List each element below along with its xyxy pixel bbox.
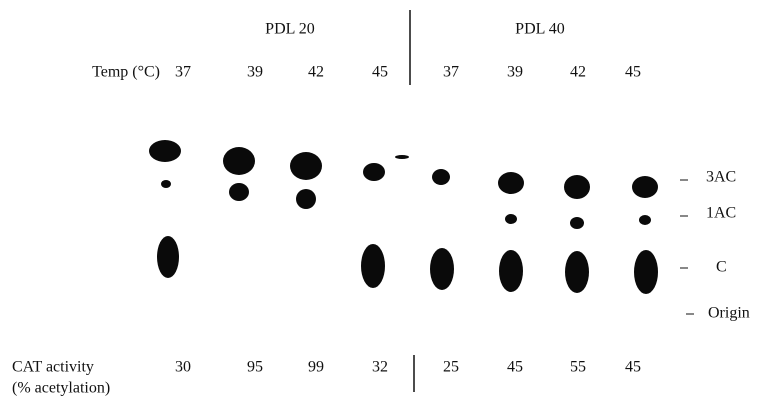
group-label: PDL 20 (265, 21, 315, 38)
spot (223, 147, 255, 175)
cat-value: 55 (570, 359, 586, 376)
spot (498, 172, 524, 194)
spot (395, 155, 409, 159)
spot (639, 215, 651, 225)
cat-sublabel: (% acetylation) (12, 380, 110, 397)
spot (229, 183, 249, 201)
cat-value: 45 (507, 359, 523, 376)
temp: 42 (308, 64, 324, 81)
spot (296, 189, 316, 209)
temp: 45 (625, 64, 641, 81)
group-label: PDL 40 (515, 21, 565, 38)
spot (430, 248, 454, 290)
cat-label: CAT activity (12, 359, 94, 376)
spot (361, 244, 385, 288)
spot (363, 163, 385, 181)
spot (432, 169, 450, 185)
cat-value: 30 (175, 359, 191, 376)
temp: 39 (507, 64, 523, 81)
spot (161, 180, 171, 188)
figure: PDL 20 PDL 40 Temp (°C) CAT activity (% … (0, 0, 768, 402)
cat-value: 95 (247, 359, 263, 376)
cat-value: 32 (372, 359, 388, 376)
spot (149, 140, 181, 162)
temp: 45 (372, 64, 388, 81)
temp-label: Temp (°C) (92, 64, 160, 81)
spot (505, 214, 517, 224)
spot (564, 175, 590, 199)
spot-label: C (716, 259, 727, 276)
spot-label: Origin (708, 305, 750, 322)
cat-value: 99 (308, 359, 324, 376)
spot (634, 250, 658, 294)
spot (570, 217, 584, 229)
temp: 39 (247, 64, 263, 81)
temp: 42 (570, 64, 586, 81)
spot (565, 251, 589, 293)
spot (632, 176, 658, 198)
spot (157, 236, 179, 278)
spot-label: 1AC (706, 205, 736, 222)
background (0, 0, 768, 402)
spot (290, 152, 322, 180)
cat-value: 45 (625, 359, 641, 376)
temp: 37 (443, 64, 459, 81)
spot (499, 250, 523, 292)
cat-value: 25 (443, 359, 459, 376)
temp: 37 (175, 64, 191, 81)
spot-label: 3AC (706, 169, 736, 186)
